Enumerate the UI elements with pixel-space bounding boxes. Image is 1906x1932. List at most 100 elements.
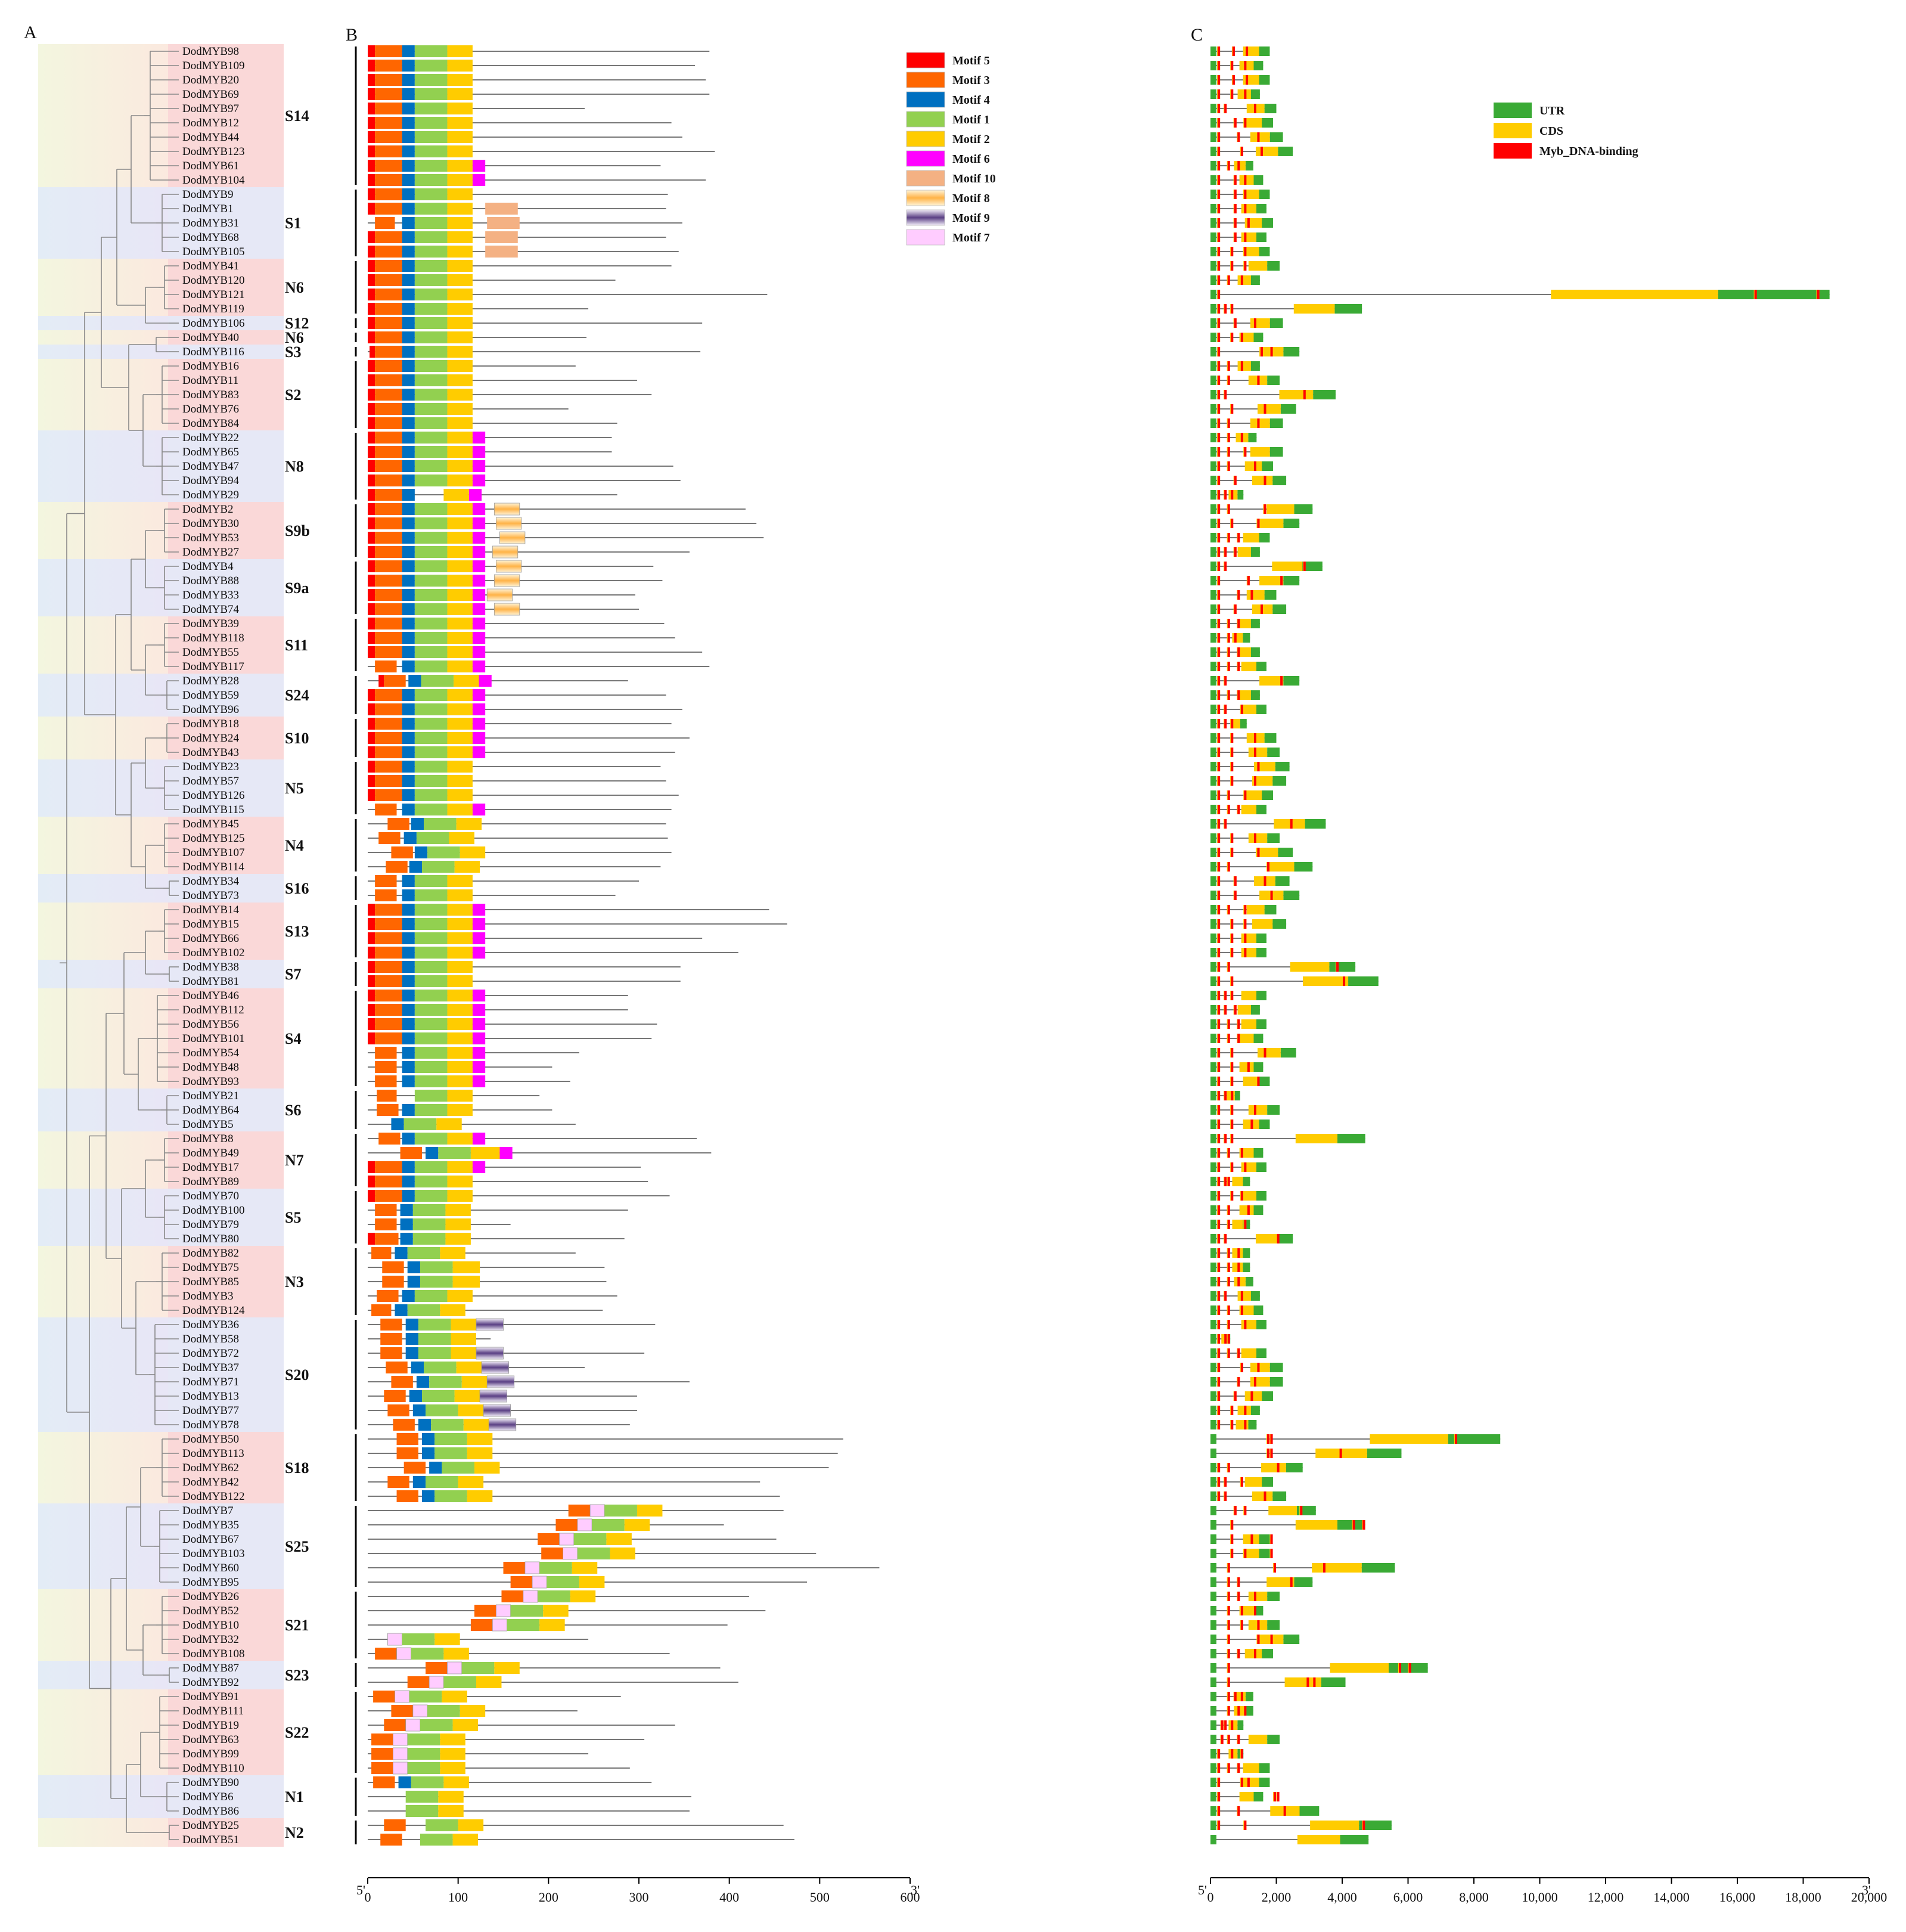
myb-domain-box bbox=[1244, 1821, 1247, 1830]
myb-domain-box bbox=[1267, 1449, 1270, 1458]
myb-domain-box bbox=[1399, 1663, 1402, 1673]
myb-domain-box bbox=[1227, 533, 1230, 542]
myb-domain-box bbox=[1231, 1077, 1234, 1086]
utr-box bbox=[1210, 1248, 1216, 1258]
cds-box bbox=[1248, 1735, 1268, 1744]
motif-8-box bbox=[486, 588, 513, 601]
motif-2-box bbox=[447, 1018, 473, 1030]
motif-3-box bbox=[373, 1776, 395, 1788]
myb-domain-box bbox=[1218, 619, 1221, 628]
clade-band-label-area bbox=[168, 903, 284, 960]
myb-domain-box bbox=[1231, 776, 1234, 786]
utr-box bbox=[1248, 433, 1257, 442]
panel-label-c: C bbox=[1191, 25, 1203, 45]
subgroup-label: S13 bbox=[285, 923, 309, 940]
myb-domain-box bbox=[1231, 519, 1234, 528]
motif-7-box bbox=[523, 1590, 538, 1603]
utr-box bbox=[1210, 562, 1216, 571]
myb-domain-box bbox=[1227, 1463, 1230, 1472]
subgroup-label: S3 bbox=[285, 343, 301, 361]
cds-box bbox=[1232, 1177, 1243, 1186]
gene-name: DodMYB108 bbox=[182, 1648, 245, 1660]
motif-3-box bbox=[375, 217, 395, 229]
legend-b-label: Motif 8 bbox=[952, 192, 990, 205]
motif-5-box bbox=[370, 346, 375, 358]
motif-7-box bbox=[559, 1533, 575, 1546]
motif-1-box bbox=[414, 532, 448, 544]
motif-3-box bbox=[371, 1762, 393, 1774]
clade-band-label-area bbox=[168, 259, 284, 316]
motif-4-box bbox=[416, 1376, 430, 1388]
motif-2-box bbox=[447, 346, 473, 358]
myb-domain-box bbox=[1218, 447, 1221, 457]
cds-box bbox=[1258, 404, 1281, 414]
myb-domain-box bbox=[1224, 1234, 1227, 1243]
myb-domain-box bbox=[1218, 1806, 1221, 1816]
motif-2-box bbox=[447, 217, 473, 229]
motif-3-box bbox=[375, 74, 402, 86]
gene-name: DodMYB81 bbox=[182, 975, 239, 988]
gene-name: DodMYB49 bbox=[182, 1147, 239, 1159]
subgroup-label: N3 bbox=[285, 1273, 304, 1291]
myb-domain-box bbox=[1231, 1520, 1234, 1530]
utr-box bbox=[1367, 1449, 1402, 1458]
myb-domain-box bbox=[1218, 1062, 1221, 1072]
gene-name: DodMYB122 bbox=[182, 1490, 245, 1503]
motif-1-box bbox=[577, 1548, 610, 1559]
motif-2-box bbox=[470, 1147, 500, 1159]
myb-domain-box bbox=[1290, 1577, 1293, 1587]
motif-4-box bbox=[391, 1118, 404, 1130]
utr-box bbox=[1313, 390, 1336, 399]
cds-box bbox=[1243, 1763, 1259, 1773]
motif-2-box bbox=[447, 274, 473, 286]
motif-5-box bbox=[368, 246, 375, 258]
utr-box bbox=[1210, 1434, 1216, 1444]
motif-2-box bbox=[447, 1133, 473, 1145]
gene-name: DodMYB83 bbox=[182, 389, 239, 401]
cds-box bbox=[1248, 833, 1268, 843]
myb-domain-box bbox=[1244, 89, 1247, 99]
myb-domain-box bbox=[1234, 1506, 1237, 1515]
motif-3-box bbox=[375, 1161, 402, 1173]
gene-name: DodMYB66 bbox=[182, 932, 239, 945]
motif-1-box bbox=[414, 1075, 448, 1087]
motif-1-box bbox=[414, 103, 448, 114]
motif-1-box bbox=[414, 1018, 448, 1030]
motif-2-box bbox=[447, 188, 473, 200]
myb-domain-box bbox=[1237, 1649, 1240, 1658]
motif-1-box bbox=[407, 1748, 440, 1760]
gene-name: DodMYB91 bbox=[182, 1691, 239, 1703]
utr-box bbox=[1210, 1406, 1216, 1415]
motif-9-box bbox=[488, 1418, 517, 1431]
motif-1-box bbox=[434, 1447, 467, 1459]
motif-3-box bbox=[541, 1548, 563, 1559]
motif-4-box bbox=[402, 203, 415, 215]
myb-domain-box bbox=[1247, 576, 1250, 585]
motif-10-box bbox=[485, 246, 518, 258]
motif-4-box bbox=[402, 374, 415, 386]
motif-5-box bbox=[368, 74, 375, 86]
legend-b-swatch bbox=[906, 91, 945, 108]
cds-box bbox=[1284, 1677, 1321, 1687]
cds-box bbox=[1243, 533, 1259, 542]
myb-domain-box bbox=[1244, 1506, 1247, 1515]
myb-domain-box bbox=[1224, 1491, 1227, 1501]
motif-3-box bbox=[375, 761, 402, 773]
motif-1-box bbox=[409, 1691, 442, 1702]
cds-box bbox=[1310, 1821, 1359, 1830]
motif-1-box bbox=[414, 1061, 448, 1073]
motif-3-box bbox=[375, 432, 402, 444]
myb-domain-box bbox=[1234, 232, 1237, 242]
myb-domain-box bbox=[1253, 461, 1256, 471]
motif-3-box bbox=[375, 346, 402, 358]
utr-box bbox=[1210, 1119, 1216, 1129]
motif-3-box bbox=[375, 503, 402, 515]
motif-3-box bbox=[375, 45, 402, 57]
motif-7-box bbox=[577, 1518, 592, 1531]
panel-label-a: A bbox=[24, 23, 37, 42]
motif-7-box bbox=[393, 1733, 408, 1746]
gene-name: DodMYB52 bbox=[182, 1605, 239, 1617]
clade-band-label-area bbox=[168, 1317, 284, 1432]
motif-2-box bbox=[447, 1290, 473, 1302]
motif-3-box bbox=[371, 1748, 393, 1760]
